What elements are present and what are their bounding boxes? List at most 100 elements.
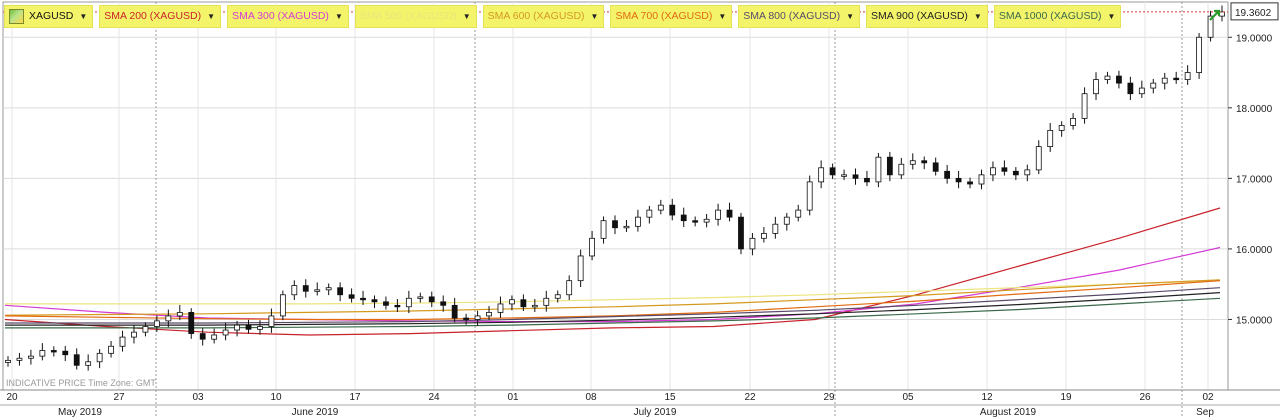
- candle-body: [566, 280, 573, 296]
- candle-body: [176, 311, 183, 317]
- legend-item-sma-300-xagusd[interactable]: SMA 300 (XAGUSD) ▼: [227, 4, 349, 28]
- instrument-icon: [9, 8, 24, 24]
- x-tick-label: 24: [428, 392, 440, 403]
- chevron-down-icon[interactable]: ▼: [462, 11, 471, 21]
- candle-body: [864, 177, 870, 183]
- legend-item-sma-700-xagusd[interactable]: SMA 700 (XAGUSD) ▼: [610, 4, 733, 28]
- legend-label: SMA 500 (XAGUSD): [359, 10, 457, 22]
- candle-body: [405, 297, 412, 308]
- x-tick-label: 10: [270, 392, 282, 403]
- candle-body: [955, 177, 962, 183]
- candle-body: [806, 181, 813, 211]
- legend-item-xagusd[interactable]: XAGUSD ▼: [4, 4, 94, 28]
- candle-body: [1081, 93, 1088, 119]
- legend-label: SMA 900 (XAGUSD): [871, 10, 968, 22]
- sma-1000-xagusd-line: [5, 297, 1221, 329]
- x-tick-label: 27: [113, 392, 125, 403]
- x-tick-label: 03: [192, 392, 204, 403]
- trend-up-arrow-icon: [1209, 9, 1221, 21]
- legend-item-sma-800-xagusd[interactable]: SMA 800 (XAGUSD) ▼: [738, 4, 861, 28]
- candle-body: [371, 299, 378, 303]
- candle-body: [669, 204, 676, 216]
- candle-body: [383, 301, 389, 306]
- candle-body: [451, 304, 458, 319]
- candle-body: [921, 160, 928, 164]
- legend-item-sma-600-xagusd[interactable]: SMA 600 (XAGUSD) ▼: [482, 4, 605, 28]
- y-tick-label: 16.0000: [1236, 245, 1273, 256]
- candle-body: [1184, 72, 1191, 81]
- x-tick-label: 20: [6, 392, 18, 403]
- legend-item-sma-1000-xagusd[interactable]: SMA 1000 (XAGUSD) ▼: [993, 4, 1122, 28]
- candle-body: [726, 209, 733, 218]
- candle-body: [531, 304, 538, 308]
- candle-body: [520, 299, 527, 308]
- x-tick-label: 01: [507, 392, 519, 403]
- chevron-down-icon[interactable]: ▼: [718, 11, 727, 21]
- x-tick-label: 05: [902, 392, 914, 403]
- x-tick-label: 12: [981, 392, 993, 403]
- candle-body: [325, 287, 332, 291]
- candle-body: [1138, 87, 1145, 95]
- candle-body: [222, 329, 229, 336]
- candle-body: [1093, 79, 1099, 95]
- candle-body: [783, 216, 790, 225]
- candle-body: [199, 333, 206, 340]
- candle-body: [245, 324, 252, 330]
- candle-body: [577, 255, 584, 282]
- candle-body: [5, 359, 11, 363]
- candle-body: [291, 285, 298, 296]
- candle-body: [600, 220, 607, 239]
- candle-body: [1001, 167, 1008, 172]
- chevron-down-icon[interactable]: ▼: [207, 11, 216, 21]
- candle-body: [257, 326, 263, 330]
- candle-body: [703, 218, 710, 223]
- month-label: June 2019: [292, 407, 339, 418]
- legend-item-sma-500-xagusd[interactable]: SMA 500 (XAGUSD) ▼: [354, 4, 477, 28]
- candle-body: [314, 289, 321, 292]
- candle-body: [875, 156, 882, 183]
- y-tick-label: 19.0000: [1236, 33, 1273, 44]
- candle-body: [795, 209, 802, 218]
- candle-body: [1024, 169, 1031, 176]
- x-tick-label: 26: [1139, 392, 1151, 403]
- candle-body: [772, 223, 779, 234]
- candle-body: [463, 317, 470, 320]
- last-price-box: [1230, 2, 1279, 21]
- candle-body: [337, 287, 344, 296]
- sma-900-xagusd-line: [5, 292, 1221, 326]
- legend-label: XAGUSD: [29, 10, 74, 22]
- candle-body: [440, 301, 447, 306]
- chevron-down-icon[interactable]: ▼: [590, 11, 599, 21]
- candle-body: [50, 350, 57, 353]
- candle-body: [657, 204, 664, 211]
- candle-body: [898, 163, 905, 176]
- legend-item-sma-900-xagusd[interactable]: SMA 900 (XAGUSD) ▼: [866, 4, 988, 28]
- candle-body: [543, 297, 550, 306]
- candle-body: [1127, 82, 1134, 95]
- candle-body: [497, 303, 504, 313]
- candle-body: [829, 167, 836, 176]
- candle-body: [28, 355, 34, 359]
- x-tick-label: 02: [1202, 392, 1214, 403]
- candle-body: [1219, 11, 1225, 17]
- candle-body: [394, 304, 401, 308]
- y-tick-label: 17.0000: [1236, 174, 1273, 185]
- candle-body: [1161, 77, 1168, 84]
- chevron-down-icon[interactable]: ▼: [973, 11, 982, 21]
- candle-body: [119, 336, 126, 347]
- legend-label: SMA 600 (XAGUSD): [487, 10, 585, 22]
- chevron-down-icon[interactable]: ▼: [1107, 11, 1116, 21]
- candle-body: [554, 294, 561, 299]
- candle-body: [932, 162, 939, 172]
- candle-body: [944, 170, 951, 179]
- candle-body: [990, 167, 996, 176]
- chevron-down-icon[interactable]: ▼: [79, 11, 88, 21]
- legend-item-sma-200-xagusd[interactable]: SMA 200 (XAGUSD) ▼: [99, 4, 222, 28]
- y-tick-label: 15.0000: [1236, 315, 1273, 326]
- chevron-down-icon[interactable]: ▼: [334, 11, 343, 21]
- x-tick-label: 22: [744, 392, 756, 403]
- candle-body: [360, 297, 366, 301]
- chevron-down-icon[interactable]: ▼: [846, 11, 855, 21]
- month-label: Sep: [1196, 407, 1214, 418]
